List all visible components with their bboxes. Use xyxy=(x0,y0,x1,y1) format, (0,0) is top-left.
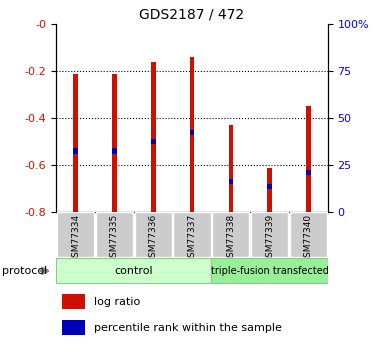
Text: GSM77340: GSM77340 xyxy=(304,214,313,263)
Bar xyxy=(229,125,233,212)
Bar xyxy=(190,130,194,135)
FancyBboxPatch shape xyxy=(135,212,172,257)
Bar xyxy=(73,148,78,154)
FancyBboxPatch shape xyxy=(211,258,328,283)
Text: triple-fusion transfected: triple-fusion transfected xyxy=(211,266,329,276)
Text: GSM77338: GSM77338 xyxy=(226,214,236,263)
FancyBboxPatch shape xyxy=(56,258,211,283)
Bar xyxy=(306,170,311,175)
Text: log ratio: log ratio xyxy=(94,297,140,307)
Bar xyxy=(151,62,156,212)
FancyBboxPatch shape xyxy=(290,212,327,257)
Text: GSM77339: GSM77339 xyxy=(265,214,274,263)
Bar xyxy=(62,295,85,309)
Bar xyxy=(267,168,272,212)
Text: percentile rank within the sample: percentile rank within the sample xyxy=(94,323,282,333)
FancyBboxPatch shape xyxy=(251,212,288,257)
FancyBboxPatch shape xyxy=(57,212,94,257)
Bar xyxy=(267,184,272,189)
FancyBboxPatch shape xyxy=(212,212,249,257)
Bar xyxy=(229,179,233,184)
Bar xyxy=(112,73,117,212)
Bar xyxy=(151,139,156,144)
Bar xyxy=(112,148,117,154)
FancyBboxPatch shape xyxy=(96,212,133,257)
Bar xyxy=(73,73,78,212)
FancyBboxPatch shape xyxy=(173,212,211,257)
Text: protocol: protocol xyxy=(2,266,47,276)
Text: GSM77335: GSM77335 xyxy=(110,214,119,263)
Bar xyxy=(306,106,311,212)
Bar xyxy=(190,57,194,212)
Bar xyxy=(62,320,85,335)
Title: GDS2187 / 472: GDS2187 / 472 xyxy=(140,8,244,22)
Text: GSM77334: GSM77334 xyxy=(71,214,80,263)
Text: GSM77336: GSM77336 xyxy=(149,214,158,263)
Text: control: control xyxy=(114,266,153,276)
Text: GSM77337: GSM77337 xyxy=(187,214,197,263)
